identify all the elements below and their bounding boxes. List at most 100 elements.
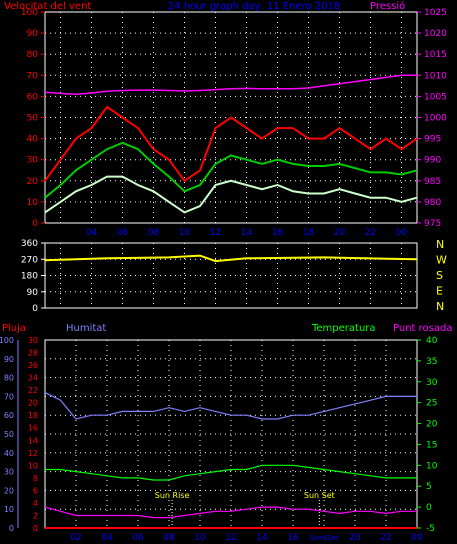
direction-tick-label: 360 — [21, 239, 38, 249]
temperature-tick-label: 30 — [426, 378, 438, 388]
direction-axis-ticks: 0 90 180 270 360 — [21, 239, 45, 314]
direction-tick-label: 0 — [32, 304, 38, 314]
humidity-panel-x-tick-label: Sun$Set — [309, 534, 339, 542]
temperature-tick-label: 40 — [426, 336, 438, 346]
humitat-tick-label: 8 — [33, 474, 38, 483]
direction-tick-label: 90 — [27, 288, 39, 298]
humidity-panel-x-tick-label: 22 — [380, 533, 391, 543]
temperature-tick-label: 20 — [426, 420, 438, 430]
humidity-panel-x-ticks: 02 04 06 08 10 12 14 16 Sun$Set 20 22 00 — [70, 533, 423, 543]
wind-panel-x-tick-label: 00 — [396, 228, 408, 238]
humidity-temperature-panel: Pluja Humitat Temperatura Punt rosada 0 1… — [0, 323, 452, 543]
wind-speed-tick-label: 50 — [27, 114, 39, 124]
sun-marker-label: Sun Rise — [155, 491, 190, 500]
wind-panel-x-tick-label: 08 — [148, 228, 160, 238]
sun-markers: Sun Rise Sun Set — [155, 491, 335, 528]
wind-speed-label: Velocitat del vent — [4, 1, 91, 12]
pluja-tick-label: 70 — [4, 392, 14, 401]
humitat-tick-label: 4 — [33, 499, 38, 508]
punt-rosada-label: Punt rosada — [393, 323, 452, 334]
pressure-tick-label: 1015 — [424, 50, 447, 60]
wind-speed-tick-label: 60 — [27, 92, 39, 102]
compass-label: N — [436, 300, 444, 313]
wind-panel-x-tick-label: 22 — [365, 228, 376, 238]
humidity-panel-x-tick-label: 00 — [411, 533, 423, 543]
pressure-tick-label: 1010 — [424, 71, 447, 81]
humidity-panel-x-tick-label: 06 — [132, 533, 144, 543]
humidity-panel-x-tick-label: 12 — [225, 533, 236, 543]
humitat-tick-label: 10 — [28, 461, 38, 470]
wind-speed-tick-label: 30 — [27, 156, 39, 166]
pressure-tick-label: 980 — [424, 198, 441, 208]
pluja-tick-label: 40 — [4, 449, 14, 458]
wind-panel-x-ticks: 04 06 08 10 12 14 16 18 20 22 00 — [86, 228, 408, 238]
pluja-tick-label: 0 — [9, 524, 14, 533]
wind-speed-axis-ticks: 0 10 20 30 40 50 60 70 80 90 100 — [21, 8, 45, 229]
wind-chart-title: 24 hour graph day, 11 Enero 2018 — [168, 1, 341, 12]
pluja-tick-label: 80 — [4, 374, 14, 383]
wind-speed-tick-label: 80 — [27, 50, 39, 60]
pressure-tick-label: 985 — [424, 177, 441, 187]
temperature-tick-label: 10 — [426, 461, 438, 471]
direction-tick-label: 180 — [21, 272, 38, 282]
wind-panel-x-tick-label: 16 — [272, 228, 284, 238]
humidity-panel-series — [44, 392, 417, 529]
wind-panel-x-tick-label: 20 — [334, 228, 346, 238]
humidity-panel-x-tick-label: 08 — [163, 533, 175, 543]
pluja-label: Pluja — [2, 323, 26, 334]
humitat-tick-label: 24 — [28, 374, 38, 383]
compass-label: N — [436, 238, 444, 251]
pluja-tick-label: 100 — [0, 336, 14, 345]
wind-panel-x-tick-label: 14 — [241, 228, 253, 238]
pluja-tick-label: 30 — [4, 468, 14, 477]
wind-speed-tick-label: 100 — [21, 8, 38, 18]
humidity-panel-x-tick-label: 14 — [256, 533, 268, 543]
compass-label: W — [436, 254, 447, 267]
temperature-tick-label: 15 — [426, 440, 437, 450]
temperature-tick-label: 35 — [426, 357, 437, 367]
wind-panel-x-tick-label: 12 — [210, 228, 221, 238]
direction-tick-label: 270 — [21, 255, 38, 265]
wind-panel-x-tick-label: 04 — [86, 228, 98, 238]
temperature-tick-label: 5 — [426, 482, 432, 492]
pressure-tick-label: 995 — [424, 135, 441, 145]
wind-direction-line — [44, 254, 418, 263]
humidity-panel-x-tick-label: 20 — [349, 533, 361, 543]
humidity-panel-line — [45, 464, 417, 481]
temperature-tick-label: -5 — [426, 524, 435, 534]
humitat-tick-label: 0 — [33, 524, 38, 533]
wind-series-line — [44, 175, 418, 214]
humidity-panel-x-tick-label: 10 — [194, 533, 206, 543]
humitat-tick-label: 6 — [33, 486, 38, 495]
pluja-tick-label: 20 — [4, 486, 14, 495]
humitat-label: Humitat — [66, 323, 106, 334]
pluja-tick-label: 60 — [4, 411, 14, 420]
pluja-tick-label: 10 — [4, 505, 14, 514]
pressure-tick-label: 990 — [424, 156, 441, 166]
pressure-tick-label: 1020 — [424, 29, 447, 39]
humitat-tick-label: 12 — [28, 449, 38, 458]
temperature-tick-label: 25 — [426, 399, 437, 409]
humitat-tick-label: 26 — [28, 361, 38, 370]
wind-panel-x-tick-label: 06 — [117, 228, 129, 238]
temperature-axis-ticks: -5 0 5 10 15 20 25 30 35 40 — [417, 336, 438, 534]
sun-marker-label: Sun Set — [304, 491, 335, 500]
compass-label: S — [436, 269, 443, 282]
wind-panel-x-tick-label: 18 — [303, 228, 315, 238]
pluja-axis-ticks: 0 10 20 30 40 50 60 70 80 90 100 — [0, 336, 19, 533]
wind-speed-tick-label: 90 — [27, 29, 39, 39]
pressure-tick-label: 975 — [424, 219, 441, 229]
wind-speed-tick-label: 0 — [32, 219, 38, 229]
humitat-tick-label: 14 — [28, 436, 38, 445]
pressure-axis-ticks: 975 980 985 990 995 1000 1005 1010 1015 1020 1025 — [417, 8, 447, 229]
humitat-tick-label: 22 — [28, 386, 38, 395]
wind-panel-grid — [45, 12, 417, 223]
wind-series-line — [44, 105, 418, 183]
wind-series-line — [44, 141, 418, 199]
pluja-tick-label: 90 — [4, 355, 14, 364]
humidity-panel-x-tick-label: 02 — [70, 533, 81, 543]
